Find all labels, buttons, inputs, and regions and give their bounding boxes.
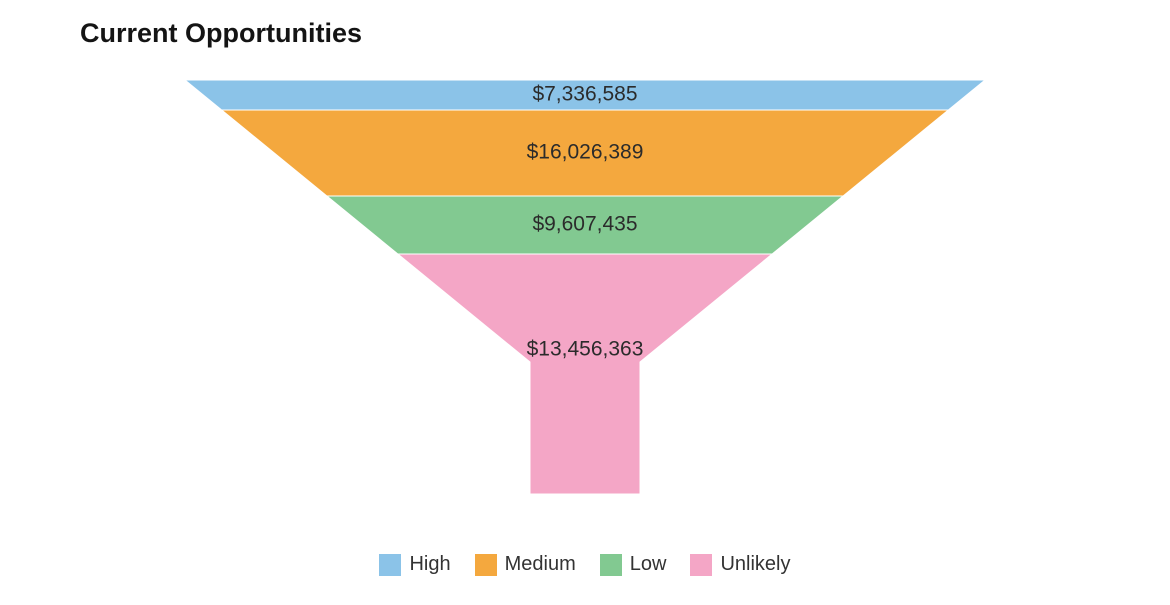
chart-legend: High Medium Low Unlikely <box>0 553 1170 576</box>
legend-swatch-low <box>600 554 622 576</box>
legend-label: Low <box>630 553 667 576</box>
funnel-value-unlikely: $13,456,363 <box>527 338 644 361</box>
legend-label: Medium <box>505 553 576 576</box>
legend-swatch-high <box>379 554 401 576</box>
legend-swatch-medium <box>475 554 497 576</box>
legend-swatch-unlikely <box>690 554 712 576</box>
funnel-chart: $7,336,585 $16,026,389 $9,607,435 $13,456,3… <box>0 0 1170 605</box>
funnel-segment-unlikely <box>398 254 772 494</box>
legend-label: High <box>409 553 450 576</box>
funnel-value-low: $9,607,435 <box>532 213 637 236</box>
legend-item-high: High <box>379 553 450 576</box>
legend-label: Unlikely <box>720 553 790 576</box>
funnel-value-high: $7,336,585 <box>532 83 637 106</box>
legend-item-unlikely: Unlikely <box>690 553 790 576</box>
legend-item-medium: Medium <box>475 553 576 576</box>
legend-item-low: Low <box>600 553 667 576</box>
funnel-value-medium: $16,026,389 <box>527 141 644 164</box>
